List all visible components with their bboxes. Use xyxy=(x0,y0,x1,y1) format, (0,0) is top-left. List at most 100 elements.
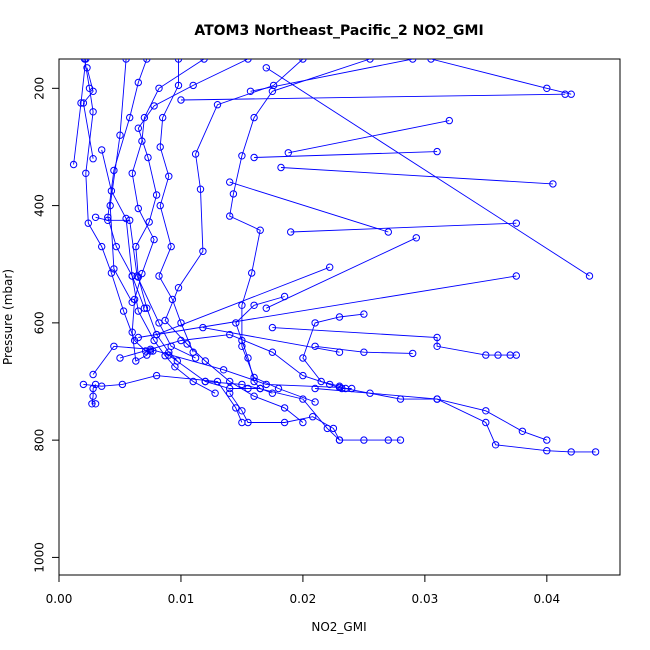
data-point xyxy=(156,143,164,151)
data-point xyxy=(412,234,420,242)
data-point xyxy=(360,348,368,356)
series-profile-9 xyxy=(246,59,417,96)
data-point xyxy=(482,407,490,415)
data-point xyxy=(226,384,234,393)
series-line xyxy=(158,59,194,353)
data-point xyxy=(143,351,151,359)
y-tick-label: 400 xyxy=(33,194,47,217)
series-profile-5 xyxy=(161,59,307,427)
data-point xyxy=(427,59,435,63)
series-line xyxy=(288,120,450,154)
data-point xyxy=(177,336,185,345)
data-point xyxy=(199,247,207,256)
series-line xyxy=(131,59,205,362)
data-point xyxy=(168,295,177,304)
data-point xyxy=(126,113,134,122)
data-point xyxy=(246,87,255,96)
data-point xyxy=(238,407,246,415)
data-point xyxy=(299,371,307,380)
data-point xyxy=(543,84,551,93)
data-point xyxy=(311,398,319,406)
series-profile-26 xyxy=(311,342,417,358)
data-point xyxy=(118,380,127,389)
data-point xyxy=(104,216,112,225)
data-point xyxy=(409,59,417,63)
data-point xyxy=(189,348,197,356)
data-point xyxy=(174,284,183,292)
series-line xyxy=(84,59,153,352)
data-point xyxy=(226,212,234,220)
data-point xyxy=(396,436,405,444)
data-point xyxy=(280,404,289,412)
series-profile-31 xyxy=(88,380,100,408)
data-point xyxy=(226,178,234,186)
data-point xyxy=(591,448,600,456)
data-point xyxy=(268,348,277,356)
data-point xyxy=(433,395,441,403)
data-point xyxy=(177,96,185,104)
data-point xyxy=(189,377,197,386)
data-point xyxy=(326,263,334,271)
data-point xyxy=(299,59,307,63)
data-point xyxy=(250,301,258,309)
data-point xyxy=(155,272,163,280)
data-point xyxy=(229,190,238,198)
data-point xyxy=(128,298,136,306)
data-point xyxy=(213,101,222,109)
data-point xyxy=(287,228,295,236)
series-profile-37 xyxy=(155,59,197,356)
data-point xyxy=(226,389,234,397)
data-point xyxy=(433,333,441,342)
series-profile-35 xyxy=(106,59,136,306)
series-profile-13 xyxy=(262,64,594,280)
data-point xyxy=(173,357,182,365)
data-point xyxy=(112,242,121,251)
data-point xyxy=(317,377,325,386)
data-point xyxy=(512,351,520,359)
data-point xyxy=(155,84,163,93)
y-tick-label: 1000 xyxy=(33,542,47,573)
series-line xyxy=(73,59,87,165)
data-point xyxy=(326,380,334,389)
data-point xyxy=(69,160,78,169)
series-profile-14 xyxy=(287,219,520,236)
data-point xyxy=(152,330,161,339)
data-point xyxy=(244,384,252,393)
data-point xyxy=(89,87,97,96)
data-point xyxy=(98,146,106,154)
series-line xyxy=(266,67,590,277)
series-line xyxy=(95,216,196,359)
data-point xyxy=(126,216,134,225)
data-point xyxy=(491,441,500,449)
data-point xyxy=(107,269,116,277)
series-profile-8 xyxy=(177,90,569,104)
data-point xyxy=(143,59,151,63)
data-point xyxy=(280,418,289,427)
data-point xyxy=(384,228,392,236)
data-point xyxy=(143,304,151,312)
data-point xyxy=(250,153,258,162)
data-point xyxy=(268,87,277,96)
data-point xyxy=(165,351,173,359)
data-point xyxy=(201,357,210,365)
data-point xyxy=(150,102,158,110)
data-point xyxy=(360,436,368,444)
data-point xyxy=(165,172,173,181)
data-point xyxy=(83,64,91,72)
data-point xyxy=(232,319,240,327)
data-point xyxy=(238,342,246,350)
series-line xyxy=(164,59,304,423)
data-point xyxy=(128,328,136,336)
series-line xyxy=(202,327,340,353)
data-point xyxy=(512,219,520,227)
data-point xyxy=(268,323,277,332)
series-profile-11 xyxy=(250,147,441,162)
y-tick-label: 200 xyxy=(33,77,47,100)
data-point xyxy=(156,201,164,210)
data-point xyxy=(248,269,256,277)
data-point xyxy=(200,59,208,63)
data-point xyxy=(155,319,163,327)
data-point xyxy=(329,424,338,433)
y-axis: 200 400 600 800 1000 xyxy=(33,77,60,573)
